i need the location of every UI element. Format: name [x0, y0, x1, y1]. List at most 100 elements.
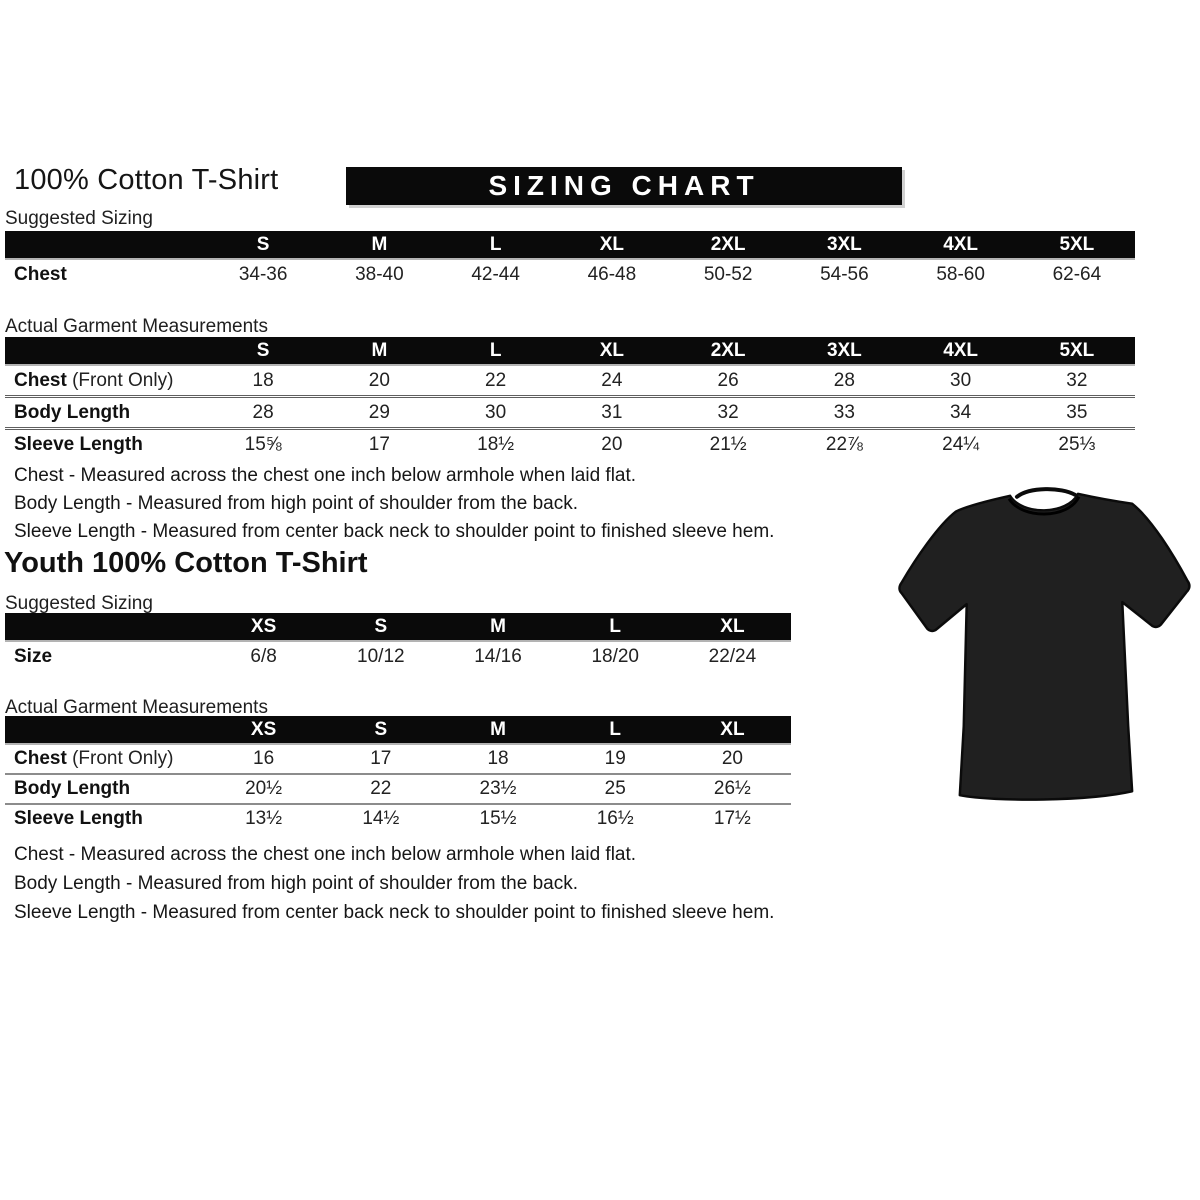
tshirt-collar-back	[1014, 487, 1077, 499]
table-header-cell: 5XL	[1059, 233, 1095, 255]
table-cell: 32	[717, 401, 739, 423]
table-row: Chest (Front Only) 18 20 22 24 26 28 30 …	[5, 366, 1135, 395]
table-cell: 17½	[713, 808, 751, 829]
table-cell: 50-52	[703, 264, 753, 285]
table-cell: 20½	[245, 778, 283, 799]
note-line: Chest - Measured across the chest one in…	[14, 844, 637, 865]
table-cell: 6/8	[250, 646, 277, 667]
table-cell: 10/12	[357, 646, 405, 667]
note-line: Body Length - Measured from high point o…	[14, 493, 578, 514]
sizing-chart-banner-label: SIZING CHART	[488, 170, 760, 201]
table-header-cell: XL	[720, 615, 745, 637]
table-cell: 30	[485, 401, 507, 423]
table-cell: 22	[485, 369, 507, 391]
table-cell: 17	[368, 433, 390, 455]
table-header-cell: XL	[720, 718, 745, 740]
table-header-cell: L	[609, 615, 622, 637]
table-cell: 15½	[479, 808, 517, 829]
table-cell: 54-56	[820, 264, 869, 285]
table-cell: 18	[252, 369, 274, 391]
table-cell: 20	[601, 433, 623, 455]
table-cell: 22	[370, 778, 392, 799]
table-header-cell: 4XL	[943, 339, 979, 361]
adult-actual-measurements-label: Actual Garment Measurements	[5, 316, 268, 337]
row-label: Chest (Front Only)	[14, 748, 174, 769]
table-header-cell: L	[489, 339, 502, 361]
youth-actual-measurements-label: Actual Garment Measurements	[5, 697, 268, 718]
table-header-cell: XL	[599, 233, 625, 255]
adult-suggested-sizing-table: S M L XL 2XL 3XL 4XL 5XL Chest 34-36 38-…	[5, 231, 1135, 290]
table-cell: 25⅓	[1058, 433, 1096, 455]
note-line: Chest - Measured across the chest one in…	[14, 465, 637, 486]
table-header-cell: 4XL	[943, 233, 979, 255]
table-cell: 16	[253, 748, 275, 769]
table-header-cell: L	[609, 718, 622, 740]
table-cell: 23½	[479, 778, 517, 799]
table-header-cell: M	[490, 718, 506, 740]
table-cell: 15⅝	[244, 433, 282, 455]
table-row: Body Length 28 29 30 31 32 33 34 35	[5, 395, 1135, 427]
table-cell: 35	[1066, 401, 1088, 423]
adult-actual-measurements-table: S M L XL 2XL 3XL 4XL 5XL Chest (Front On…	[5, 337, 1135, 459]
table-cell: 34-36	[238, 264, 288, 285]
table-row: Size 6/8 10/12 14/16 18/20 22/24	[5, 642, 791, 672]
table-row: Chest 34-36 38-40 42-44 46-48 50-52 54-5…	[5, 260, 1135, 290]
table-cell: 17	[370, 748, 392, 769]
table-header-cell: 3XL	[826, 233, 862, 255]
table-header-row: XS S M L XL	[5, 716, 791, 745]
table-cell: 14/16	[474, 646, 522, 667]
youth-suggested-sizing-label: Suggested Sizing	[5, 593, 153, 614]
table-header-row: S M L XL 2XL 3XL 4XL 5XL	[5, 231, 1135, 260]
table-header-cell: M	[371, 339, 388, 361]
table-cell: 19	[604, 748, 626, 769]
table-header-cell: S	[374, 615, 388, 637]
table-cell: 32	[1066, 369, 1088, 391]
table-cell: 14½	[362, 808, 400, 829]
table-cell: 26½	[713, 778, 751, 799]
table-header-cell: 3XL	[826, 339, 862, 361]
table-cell: 28	[833, 369, 855, 391]
table-header-cell: 5XL	[1059, 339, 1095, 361]
youth-suggested-sizing-table: XS S M L XL Size 6/8 10/12 14/16 18/20 2…	[5, 613, 791, 672]
note-line: Sleeve Length - Measured from center bac…	[14, 521, 775, 542]
adult-measurement-notes: Chest - Measured across the chest one in…	[14, 462, 774, 546]
table-header-cell: L	[489, 233, 502, 255]
black-tshirt-image	[898, 487, 1191, 801]
table-cell: 20	[368, 369, 390, 391]
table-header-cell: XS	[250, 718, 277, 740]
table-row: Sleeve Length 13½ 14½ 15½ 16½ 17½	[5, 803, 791, 833]
table-cell: 30	[950, 369, 972, 391]
adult-suggested-sizing-label: Suggested Sizing	[5, 208, 153, 229]
table-cell: 28	[252, 401, 274, 423]
table-cell: 58-60	[936, 264, 985, 285]
note-line: Sleeve Length - Measured from center bac…	[14, 902, 775, 923]
row-label: Body Length	[14, 778, 131, 799]
table-header-cell: XS	[250, 615, 277, 637]
table-header-cell: M	[490, 615, 506, 637]
tshirt-body-shape	[898, 492, 1191, 801]
table-cell: 18	[487, 748, 509, 769]
table-cell: 31	[601, 401, 623, 423]
table-cell: 42-44	[471, 264, 520, 285]
table-cell: 34	[950, 401, 972, 423]
table-row: Body Length 20½ 22 23½ 25 26½	[5, 773, 791, 803]
table-cell: 22⅞	[825, 433, 863, 455]
table-header-cell: M	[371, 233, 388, 255]
sizing-chart-banner: SIZING CHART	[346, 167, 902, 205]
table-cell: 18/20	[591, 646, 639, 667]
table-header-row: S M L XL 2XL 3XL 4XL 5XL	[5, 337, 1135, 366]
page-title: 100% Cotton T-Shirt	[14, 164, 279, 196]
table-header-cell: S	[374, 718, 388, 740]
table-row: Chest (Front Only) 16 17 18 19 20	[5, 745, 791, 773]
table-cell: 18½	[477, 433, 515, 455]
table-cell: 62-64	[1052, 264, 1102, 285]
note-line: Body Length - Measured from high point o…	[14, 873, 578, 894]
table-cell: 16½	[596, 808, 634, 829]
table-cell: 22/24	[708, 646, 757, 667]
table-cell: 29	[368, 401, 390, 423]
table-header-cell: S	[256, 339, 270, 361]
row-label: Chest	[14, 264, 67, 285]
table-cell: 20	[721, 748, 743, 769]
youth-actual-measurements-table: XS S M L XL Chest (Front Only) 16 17 18 …	[5, 716, 791, 833]
